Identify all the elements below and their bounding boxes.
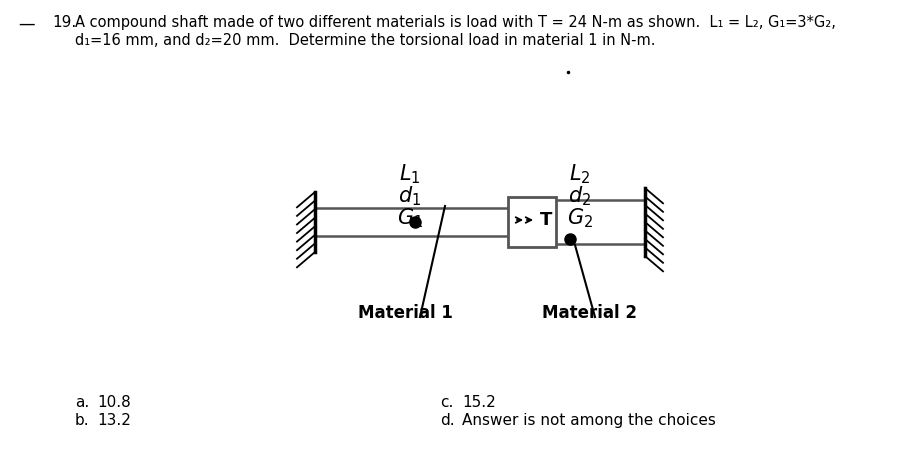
Text: 10.8: 10.8 <box>97 395 131 410</box>
Text: $\it{d}_1$: $\it{d}_1$ <box>399 184 421 208</box>
Bar <box>508 197 556 247</box>
Text: A compound shaft made of two different materials is load with T = 24 N-m as show: A compound shaft made of two different m… <box>75 15 836 30</box>
Text: Answer is not among the choices: Answer is not among the choices <box>462 413 716 428</box>
Text: b.: b. <box>75 413 89 428</box>
Text: 15.2: 15.2 <box>462 395 496 410</box>
Text: 19.: 19. <box>52 15 76 30</box>
Text: c.: c. <box>440 395 453 410</box>
Text: T: T <box>540 211 552 229</box>
Text: a.: a. <box>75 395 89 410</box>
Text: d.: d. <box>440 413 455 428</box>
Text: Material 1: Material 1 <box>358 304 452 322</box>
Text: Material 2: Material 2 <box>542 304 638 322</box>
Text: 13.2: 13.2 <box>97 413 131 428</box>
Text: $\it{G}_1$: $\it{G}_1$ <box>397 206 423 230</box>
Text: $\it{L}_1$: $\it{L}_1$ <box>399 162 420 185</box>
Text: $\it{L}_2$: $\it{L}_2$ <box>570 162 591 185</box>
Text: $\it{d}_2$: $\it{d}_2$ <box>569 184 592 208</box>
Text: —: — <box>18 15 35 33</box>
Text: d₁=16 mm, and d₂=20 mm.  Determine the torsional load in material 1 in N-m.: d₁=16 mm, and d₂=20 mm. Determine the to… <box>75 33 655 48</box>
Text: $\it{G}_2$: $\it{G}_2$ <box>567 206 593 230</box>
